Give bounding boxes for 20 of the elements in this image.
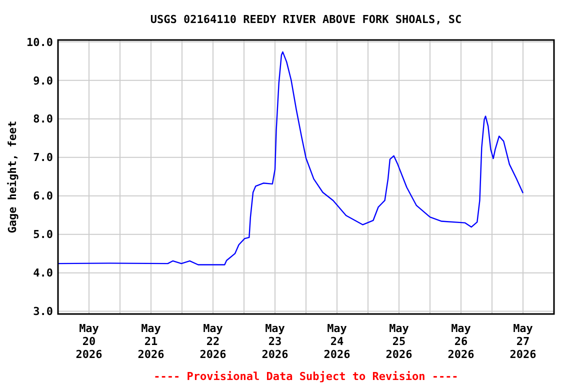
y-tick-label: 8.0 <box>33 112 53 126</box>
y-tick-label: 10.0 <box>26 36 53 49</box>
x-tick-label: May 27 2026 <box>510 322 537 361</box>
text: ---- Provisional Data Subject to Revision ---- <box>154 370 458 383</box>
x-tick-label: May 21 2026 <box>138 322 165 361</box>
x-tick-label: May 24 2026 <box>324 322 351 361</box>
y-tick-label: 9.0 <box>33 74 53 88</box>
y-tick-label: 7.0 <box>33 151 53 164</box>
y-tick-label: 4.0 <box>33 266 53 280</box>
x-tick-label: May 22 2026 <box>200 322 227 361</box>
y-tick-label: 6.0 <box>33 190 53 203</box>
y-tick-label: 3.0 <box>33 305 53 318</box>
y-tick-label: 5.0 <box>33 228 53 242</box>
x-tick-label: May 25 2026 <box>386 322 413 361</box>
x-tick-label: May 20 2026 <box>76 322 103 361</box>
y-axis-title: Gage height, feet <box>6 120 19 234</box>
x-tick-label: May 26 2026 <box>448 322 475 361</box>
chart-title: USGS 02164110 REEDY RIVER ABOVE FORK SHOALS, SC <box>150 13 462 26</box>
x-tick-label: May 23 2026 <box>262 322 289 361</box>
line-series <box>57 51 524 266</box>
